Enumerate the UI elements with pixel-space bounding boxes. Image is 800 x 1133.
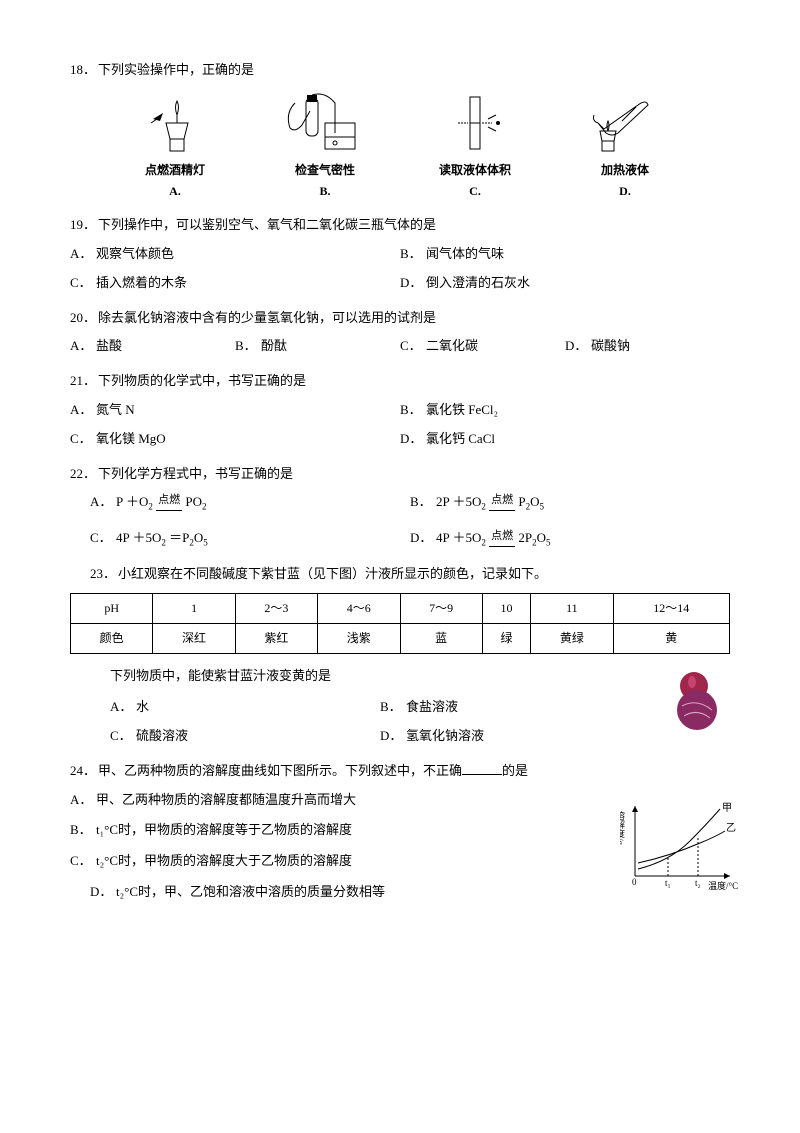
question-22: 22．下列化学方程式中，书写正确的是 A．P ＋O2 点燃 PO2 B．2P ＋… [70,464,730,551]
q19-opt-c: C．插入燃着的木条 [70,273,400,294]
chart-ylabel: 溶解度/g [620,810,625,846]
q19-opt-d: D．倒入澄清的石灰水 [400,273,730,294]
q23-opt-a: A．水 [110,697,380,718]
q23-sub-stem: 下列物质中，能使紫甘蓝汁液变黄的是 [110,666,650,687]
q18-label-a: 点燃酒精灯 [100,161,250,180]
solubility-chart: t₁ t₂ 温度/°C 溶解度/g 甲 乙 0 [620,801,740,891]
question-18: 18．下列实验操作中，正确的是 点燃酒精灯 A. [70,60,730,201]
blank-underline [462,762,502,775]
q22-stem: 22．下列化学方程式中，书写正确的是 [70,464,730,485]
q20-opt-c: C．二氧化碳 [400,336,565,357]
q21-opt-a: A．氮气 N [70,400,400,421]
chart-series-jia: 甲 [722,803,732,814]
q18-label-c: 读取液体体积 [400,161,550,180]
q19-num: 19． [70,215,98,236]
q20-stem: 20．除去氯化钠溶液中含有的少量氢氧化钠，可以选用的试剂是 [70,308,730,329]
q22-opt-b: B．2P ＋5O2 点燃 P2O5 [410,492,730,514]
cabbage-icon [660,666,730,736]
question-19: 19．下列操作中，可以鉴别空气、氧气和二氧化碳三瓶气体的是 A．观察气体颜色 B… [70,215,730,293]
q22-opt-a: A．P ＋O2 点燃 PO2 [90,492,410,514]
q21-opt-b: B．氯化铁 FeCl₂ [400,400,730,421]
q18-text: 下列实验操作中，正确的是 [98,62,254,77]
question-21: 21．下列物质的化学式中，书写正确的是 A．氮气 N B．氯化铁 FeCl₂ C… [70,371,730,449]
q20-options: A．盐酸 B．酚酞 C．二氧化碳 D．碳酸钠 [70,336,730,357]
q21-text: 下列物质的化学式中，书写正确的是 [98,373,306,388]
q18-label-d: 加热液体 [550,161,700,180]
q19-text: 下列操作中，可以鉴别空气、氧气和二氧化碳三瓶气体的是 [98,217,436,232]
q19-opt-b: B．闻气体的气味 [400,244,730,265]
diagram-heating-icon [550,89,700,159]
q20-opt-d: D．碳酸钠 [565,336,730,357]
question-23: 23．小红观察在不同酸碱度下紫甘蓝（见下图）汁液所显示的颜色，记录如下。 pH … [70,564,730,747]
q24-stem: 24．甲、乙两种物质的溶解度曲线如下图所示。下列叙述中，不正确 的是 [70,761,730,782]
q20-opt-a: A．盐酸 [70,336,235,357]
svg-text:0: 0 [632,877,637,887]
q23-opt-c: C．硫酸溶液 [110,726,380,747]
q18-diagram-d: 加热液体 D. [550,89,700,201]
q21-options: A．氮气 N B．氯化铁 FeCl₂ C．氧化镁 MgO D．氯化钙 CaCl [70,400,730,450]
diagram-lamp-icon [100,89,250,159]
q22-num: 22． [70,464,98,485]
q19-opt-a: A．观察气体颜色 [70,244,400,265]
q23-opt-b: B．食盐溶液 [380,697,650,718]
q23-text: 小红观察在不同酸碱度下紫甘蓝（见下图）汁液所显示的颜色，记录如下。 [118,566,547,581]
q22-options: A．P ＋O2 点燃 PO2 B．2P ＋5O2 点燃 P2O5 C．4P ＋5… [90,492,730,550]
q18-diagram-b: 检查气密性 B. [250,89,400,201]
diagram-airtight-icon [250,89,400,159]
question-20: 20．除去氯化钠溶液中含有的少量氢氧化钠，可以选用的试剂是 A．盐酸 B．酚酞 … [70,308,730,358]
q18-diagrams: 点燃酒精灯 A. 检查气密性 B. [100,89,700,201]
q18-letter-a: A. [100,182,250,201]
diagram-cylinder-icon [400,89,550,159]
q24-num: 24． [70,761,98,782]
q22-opt-c: C．4P ＋5O2 ＝P2O5 [90,528,410,550]
q23-opt-d: D．氢氧化钠溶液 [380,726,650,747]
q23-sub: 下列物质中，能使紫甘蓝汁液变黄的是 A．水 B．食盐溶液 C．硫酸溶液 D．氢氧… [70,666,730,746]
q24-text-b: 的是 [502,763,528,778]
q23-sub-left: 下列物质中，能使紫甘蓝汁液变黄的是 A．水 B．食盐溶液 C．硫酸溶液 D．氢氧… [70,666,650,746]
chart-tick-t2: t₂ [695,878,701,888]
q23-table: pH 1 2～3 4～6 7～9 10 11 12～14 颜色 深红 紫红 浅紫… [70,593,730,654]
q18-stem: 18．下列实验操作中，正确的是 [70,60,730,81]
q22-text: 下列化学方程式中，书写正确的是 [98,466,293,481]
q18-num: 18． [70,60,98,81]
q21-opt-c: C．氧化镁 MgO [70,429,400,450]
q18-letter-b: B. [250,182,400,201]
chart-xlabel: 温度/°C [708,880,738,891]
q23-stem: 23．小红观察在不同酸碱度下紫甘蓝（见下图）汁液所显示的颜色，记录如下。 [90,564,730,585]
q19-options: A．观察气体颜色 B．闻气体的气味 C．插入燃着的木条 D．倒入澄清的石灰水 [70,244,730,294]
q22-opt-d: D．4P ＋5O2 点燃 2P2O5 [410,528,730,550]
q21-num: 21． [70,371,98,392]
q18-diagram-a: 点燃酒精灯 A. [100,89,250,201]
q21-stem: 21．下列物质的化学式中，书写正确的是 [70,371,730,392]
question-24: 24．甲、乙两种物质的溶解度曲线如下图所示。下列叙述中，不正确的是 A．甲、乙两… [70,761,730,903]
chart-tick-t1: t₁ [665,878,671,888]
q18-diagram-c: 读取液体体积 C. [400,89,550,201]
q24-text-a: 甲、乙两种物质的溶解度曲线如下图所示。下列叙述中，不正确 [98,763,462,778]
table-row: 颜色 深红 紫红 浅紫 蓝 绿 黄绿 黄 [71,624,730,654]
q19-stem: 19．下列操作中，可以鉴别空气、氧气和二氧化碳三瓶气体的是 [70,215,730,236]
q23-options: A．水 B．食盐溶液 C．硫酸溶液 D．氢氧化钠溶液 [110,697,650,747]
q18-letter-c: C. [400,182,550,201]
q20-opt-b: B．酚酞 [235,336,400,357]
q20-text: 除去氯化钠溶液中含有的少量氢氧化钠，可以选用的试剂是 [98,310,436,325]
q20-num: 20． [70,308,98,329]
chart-series-yi: 乙 [726,822,736,834]
q18-letter-d: D. [550,182,700,201]
q18-label-b: 检查气密性 [250,161,400,180]
q21-opt-d: D．氯化钙 CaCl [400,429,730,450]
table-row: pH 1 2～3 4～6 7～9 10 11 12～14 [71,594,730,624]
q23-num: 23． [90,564,118,585]
